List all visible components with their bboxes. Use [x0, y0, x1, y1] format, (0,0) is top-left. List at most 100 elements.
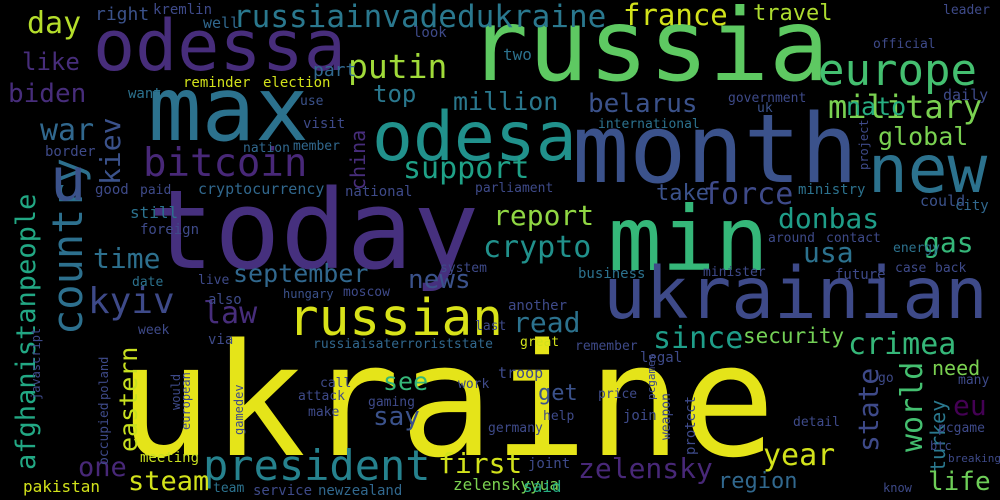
word: news — [408, 265, 471, 295]
word: time — [93, 242, 160, 275]
word: case — [895, 261, 926, 276]
word: nation — [243, 141, 290, 156]
word: another — [508, 298, 567, 314]
word: look — [413, 25, 447, 41]
word: million — [453, 87, 558, 116]
word: javascript — [29, 328, 43, 400]
word: troop — [498, 364, 543, 382]
word: zelenskyyua — [453, 475, 559, 494]
word: world — [895, 362, 930, 452]
word: future — [835, 267, 886, 283]
word: bitcoin — [143, 141, 307, 186]
word: gas — [923, 226, 974, 259]
word: meeting — [140, 450, 199, 466]
word: crypto — [483, 230, 591, 265]
word: read — [513, 306, 580, 339]
word: good — [95, 182, 129, 198]
word: ministry — [798, 182, 865, 198]
word: last — [475, 319, 506, 334]
word: odessa — [93, 5, 346, 87]
word: international — [598, 117, 700, 132]
word: make — [308, 405, 339, 420]
word: btc — [930, 439, 952, 453]
word: usa — [803, 236, 854, 269]
word: want — [128, 86, 162, 102]
word: hungary — [283, 287, 334, 301]
word: germany — [488, 421, 543, 436]
word: well — [203, 14, 239, 32]
word: contact — [826, 231, 881, 246]
word: two — [503, 45, 532, 64]
word: also — [208, 292, 242, 308]
word: day — [27, 6, 81, 41]
word: election — [263, 75, 330, 91]
word: live — [198, 273, 229, 288]
word: one — [78, 452, 127, 483]
word: belarus — [588, 89, 698, 119]
word: pakistan — [23, 477, 100, 496]
word: member — [293, 139, 340, 154]
word: right — [95, 4, 149, 25]
word: see — [383, 367, 428, 396]
word: back — [935, 261, 966, 276]
word: max — [148, 57, 309, 161]
word: ukrainian — [603, 252, 988, 335]
word: russiaisaterroriststate — [313, 337, 493, 352]
word: crimea — [848, 327, 956, 362]
word: force — [703, 177, 793, 212]
word: military — [828, 88, 982, 126]
word: eu — [953, 389, 987, 422]
word: uk — [757, 101, 773, 116]
word: breaking — [948, 452, 1000, 465]
word: law — [203, 296, 258, 331]
word: ukraine — [118, 310, 775, 492]
word: protect — [683, 396, 699, 455]
word: eastern — [114, 347, 143, 452]
word: support — [403, 151, 529, 186]
word: steam — [128, 466, 209, 497]
word: year — [763, 438, 835, 473]
word: pcgame — [938, 421, 985, 436]
word: kyiv — [88, 281, 175, 322]
word: min — [608, 187, 769, 291]
word: still — [130, 203, 178, 222]
word: top — [373, 80, 416, 108]
word: national — [345, 184, 412, 200]
word: visit — [303, 116, 345, 132]
word: security — [743, 324, 844, 348]
word: business — [578, 266, 645, 282]
word: government — [728, 91, 806, 106]
word: get — [538, 381, 578, 406]
word: system — [440, 261, 487, 276]
word: paid — [140, 183, 171, 198]
word: remember — [575, 339, 638, 354]
word: global — [878, 122, 968, 151]
word: country — [43, 158, 92, 335]
word: biden — [8, 79, 86, 109]
word: region — [718, 469, 797, 494]
word: attack — [298, 389, 345, 404]
word: since — [653, 321, 743, 356]
word: work — [458, 377, 489, 392]
word: putin — [348, 47, 447, 86]
word: minister — [703, 265, 766, 280]
word: said — [523, 477, 562, 496]
word: russiainvadedukraine — [233, 0, 606, 35]
word: donbas — [778, 202, 879, 235]
word: help — [543, 409, 574, 424]
word: first — [438, 447, 522, 480]
word: week — [138, 323, 169, 338]
word: report — [493, 199, 594, 232]
word: like — [22, 48, 80, 76]
word: join — [623, 408, 657, 424]
word: foreign — [140, 222, 199, 238]
word: energy — [893, 241, 940, 256]
word: city — [955, 198, 989, 214]
word: china — [346, 130, 370, 190]
word: many — [958, 373, 989, 388]
word: would — [169, 374, 183, 410]
word: weapon — [659, 393, 674, 440]
word: go — [878, 371, 894, 386]
